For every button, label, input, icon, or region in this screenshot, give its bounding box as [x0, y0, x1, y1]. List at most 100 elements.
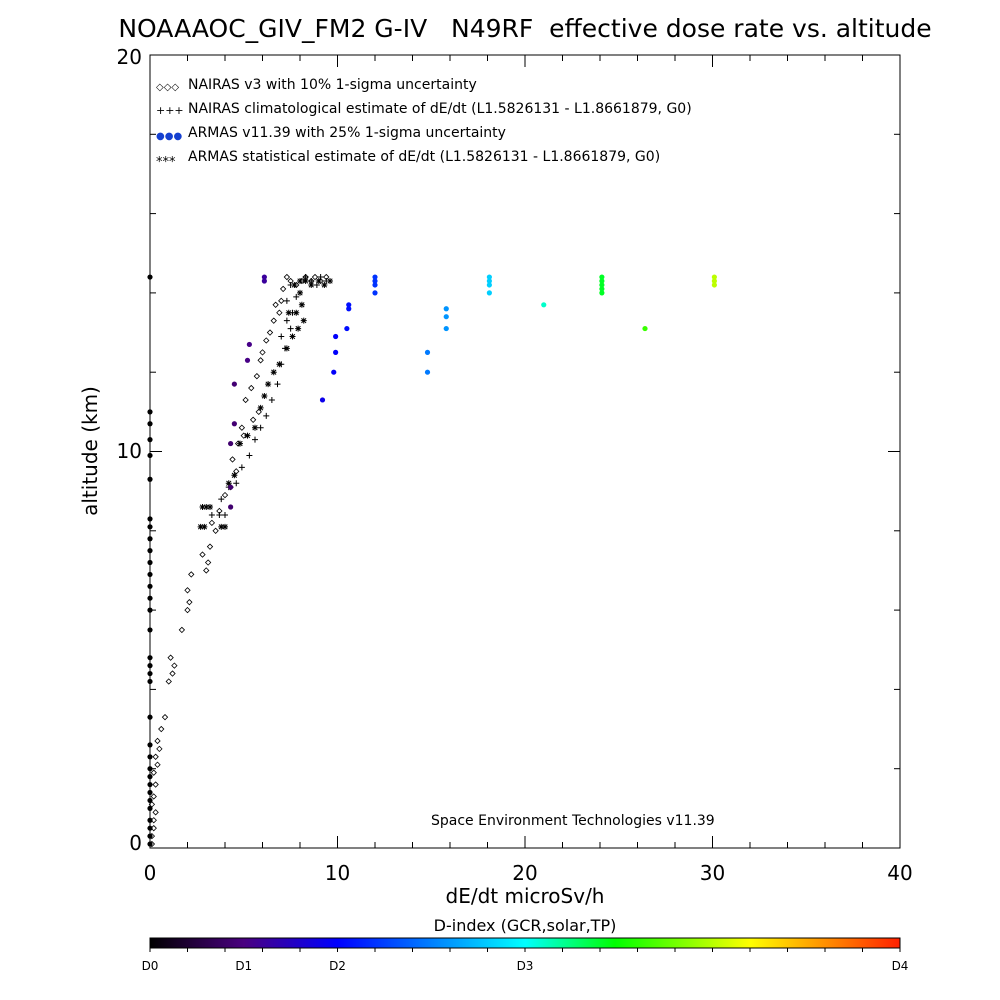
y-tick-label-0: 0	[129, 831, 142, 855]
armas-point	[261, 278, 267, 284]
armas-stat-point	[302, 278, 309, 285]
nairas-point	[184, 606, 191, 614]
armas-stat-point	[257, 404, 264, 411]
armas-point	[147, 437, 153, 443]
armas-point	[443, 314, 449, 320]
armas-point	[147, 571, 153, 578]
armas-point	[228, 440, 234, 447]
armas-point	[599, 274, 605, 280]
armas-point	[147, 476, 153, 482]
x-tick-label-10: 10	[325, 861, 350, 885]
nairas-clim-point	[238, 464, 245, 471]
armas-point	[346, 302, 352, 308]
nairas-point	[152, 753, 159, 760]
armas-point	[147, 797, 153, 804]
armas-point	[424, 369, 431, 375]
nairas-point	[154, 737, 161, 745]
armas-stat-point	[291, 281, 298, 288]
nairas-point	[278, 297, 285, 304]
colorbar-label-d0: D0	[142, 959, 159, 973]
armas-point	[147, 781, 153, 788]
nairas-point	[242, 396, 249, 404]
nairas-clim-point	[283, 297, 290, 304]
nairas-clim-point	[263, 412, 270, 419]
armas-stat-point	[295, 325, 302, 332]
armas-stat-point	[237, 440, 243, 447]
nairas-clim-point	[216, 511, 223, 518]
armas-point	[147, 583, 153, 589]
nairas-point	[171, 662, 178, 669]
armas-point	[147, 805, 153, 811]
armas-point	[147, 742, 153, 748]
nairas-point	[158, 725, 165, 733]
colorbar-title: D-index (GCR,solar,TP)	[434, 916, 617, 935]
nairas-point	[263, 337, 270, 344]
nairas-point	[169, 670, 176, 677]
armas-stat-point	[261, 392, 268, 399]
armas-point	[711, 278, 717, 284]
armas-point	[711, 274, 717, 280]
armas-point	[372, 282, 378, 288]
nairas-point	[266, 329, 274, 336]
nairas-clim-point	[218, 496, 225, 503]
nairas-point	[188, 571, 195, 578]
nairas-point	[279, 285, 287, 293]
armas-stat-point	[203, 504, 210, 511]
nairas-point	[186, 599, 193, 606]
y-tick-label-10: 10	[117, 439, 142, 463]
nairas-point	[203, 567, 210, 574]
armas-point	[147, 841, 153, 847]
nairas-point	[199, 551, 206, 558]
armas-stat-point	[321, 281, 328, 288]
armas-point	[372, 274, 378, 280]
armas-point	[486, 274, 492, 280]
armas-point	[246, 341, 252, 348]
x-tick-label-20: 20	[512, 861, 537, 885]
armas-point	[599, 290, 605, 296]
nairas-point	[270, 317, 277, 324]
x-axis-label: dE/dt microSv/h	[446, 884, 605, 908]
nairas-point	[248, 384, 255, 392]
nairas-point	[272, 301, 279, 308]
legend-text-nairas-clim: NAIRAS climatological estimate of dE/dt …	[188, 101, 692, 117]
nairas-clim-point	[257, 424, 264, 431]
legend-symbol-armas: ●●●	[156, 131, 182, 142]
armas-stat-point	[231, 472, 238, 479]
nairas-point	[229, 456, 236, 463]
armas-point	[147, 524, 153, 530]
x-tick-label-40: 40	[887, 861, 912, 885]
legend: ◇◇◇ NAIRAS v3 with 10% 1-sigma uncertain…	[156, 77, 692, 170]
nairas-point	[212, 527, 219, 534]
armas-point	[147, 627, 153, 633]
armas-point	[319, 397, 326, 403]
plot-frame	[149, 54, 901, 849]
armas-point	[147, 825, 153, 831]
armas-point	[599, 282, 605, 288]
armas-point	[147, 678, 153, 685]
armas-point	[443, 325, 449, 332]
armas-stat-point	[222, 523, 228, 530]
armas-stat-point	[201, 523, 208, 530]
armas-point	[261, 274, 267, 280]
legend-symbol-nairas-clim: +++	[156, 104, 184, 117]
armas-point	[599, 286, 605, 292]
armas-point	[231, 421, 237, 427]
nairas-point	[259, 349, 266, 356]
armas-point	[541, 302, 547, 308]
nairas-clim-point	[293, 293, 300, 300]
armas-point	[333, 349, 339, 355]
nairas-point	[257, 357, 264, 364]
armas-point	[147, 774, 153, 780]
nairas-point	[240, 432, 247, 439]
armas-point	[486, 278, 492, 284]
armas-stat-point	[327, 278, 333, 285]
armas-point	[147, 754, 153, 760]
armas-stat-point	[225, 480, 232, 487]
legend-symbol-nairas: ◇◇◇	[156, 82, 179, 93]
nairas-point	[150, 793, 157, 800]
colorbar-label-d1: D1	[235, 959, 252, 973]
armas-point	[599, 278, 605, 284]
armas-point	[372, 290, 378, 296]
x-tick-label-30: 30	[700, 861, 725, 885]
armas-point	[147, 595, 153, 601]
